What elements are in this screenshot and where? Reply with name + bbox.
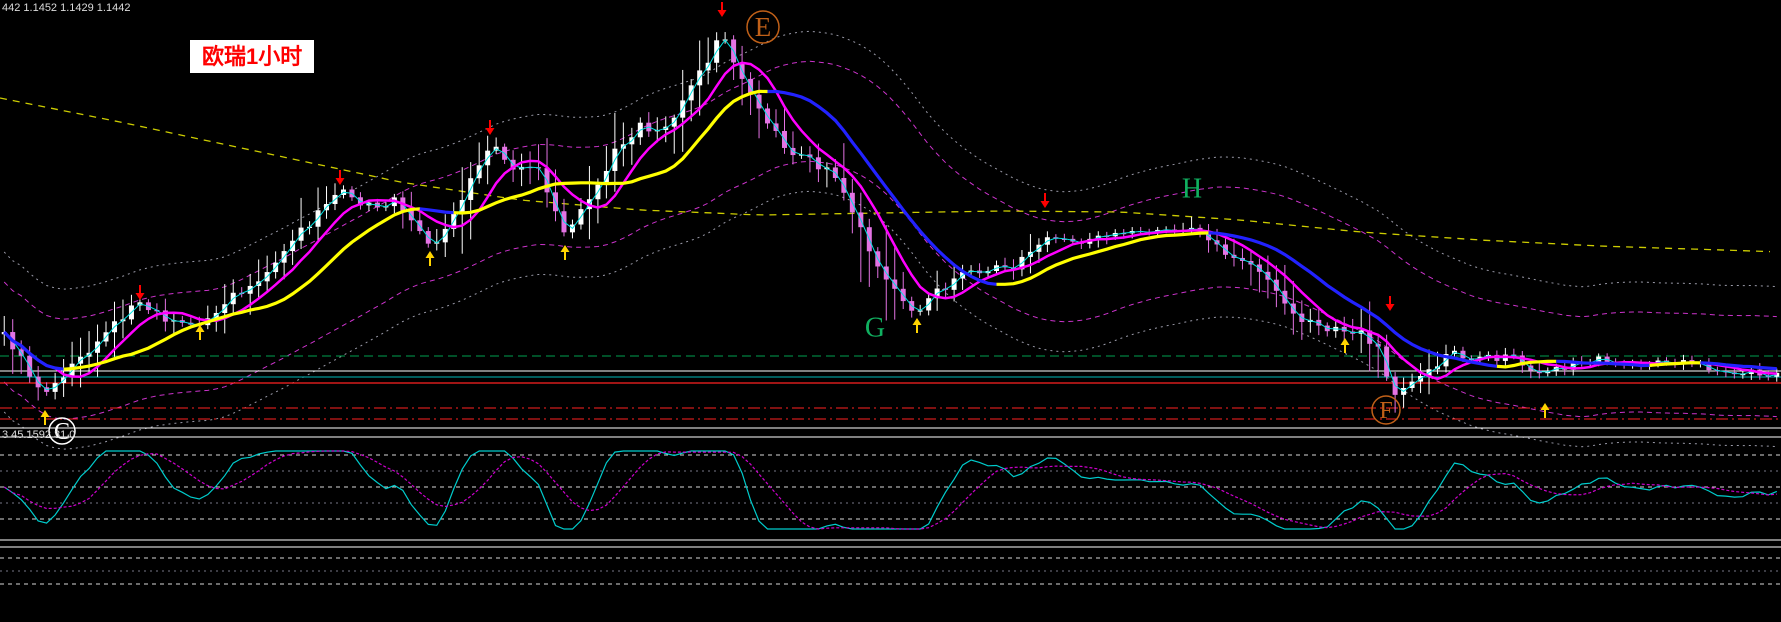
buy-signal-arrow xyxy=(40,410,50,425)
sell-signal-arrow xyxy=(1040,193,1050,208)
trend-ma-down-segment xyxy=(3,330,64,371)
svg-text:C: C xyxy=(54,419,70,445)
sell-signal-arrow xyxy=(1385,296,1395,311)
inner-band-lower xyxy=(3,160,1777,420)
trend-ma-up-segment xyxy=(453,89,768,215)
trend-ma-down-segment xyxy=(1556,359,1650,368)
buy-signal-arrow xyxy=(1340,338,1350,353)
sell-signal-arrow xyxy=(335,170,345,185)
trend-ma-up-segment xyxy=(1649,361,1701,367)
ma-fast-cyan-line xyxy=(3,39,1777,393)
ma-mid-magenta-line xyxy=(3,61,1777,381)
inner-band-upper xyxy=(3,60,1777,320)
sell-signal-arrow xyxy=(717,2,727,17)
outer-band-upper xyxy=(3,30,1777,290)
annotation-marker-E: E xyxy=(746,10,780,44)
buy-signal-arrow xyxy=(425,251,435,266)
buy-signal-arrow xyxy=(1540,403,1550,418)
trend-ma-down-segment xyxy=(419,207,454,215)
svg-text:E: E xyxy=(755,12,772,42)
buy-signal-arrow xyxy=(912,318,922,333)
buy-signal-arrow xyxy=(560,245,570,260)
annotation-marker-H: H xyxy=(1182,174,1202,205)
chart-title-label: 欧瑞1小时 xyxy=(190,40,315,73)
buy-signal-arrow xyxy=(195,325,205,340)
ohlc-readout: 442 1.1452 1.1429 1.1442 xyxy=(2,2,131,14)
trend-ma-up-segment xyxy=(996,231,1209,286)
oscillator-readout: 3 45.1592 31.0 xyxy=(2,429,76,441)
oscillator-slow-line xyxy=(3,450,1777,530)
trend-ma-down-segment xyxy=(1700,361,1777,371)
sell-signal-arrow xyxy=(135,285,145,300)
annotation-marker-G: G xyxy=(865,313,885,344)
oscillator-fast-line xyxy=(3,450,1778,530)
outer-band-lower xyxy=(3,190,1777,450)
sell-signal-arrow xyxy=(485,120,495,135)
svg-text:F: F xyxy=(1379,398,1392,424)
long-ma-dashed-line xyxy=(0,97,1771,253)
annotation-marker-C: C xyxy=(48,417,76,445)
svg-text:H: H xyxy=(1182,174,1202,205)
trend-ma-down-segment xyxy=(1208,231,1498,368)
trend-ma-down-segment xyxy=(767,89,997,286)
annotation-marker-F: F xyxy=(1371,395,1401,425)
trend-ma-up-segment xyxy=(63,207,420,371)
svg-text:G: G xyxy=(865,313,885,344)
trend-ma-up-segment xyxy=(1496,359,1557,369)
